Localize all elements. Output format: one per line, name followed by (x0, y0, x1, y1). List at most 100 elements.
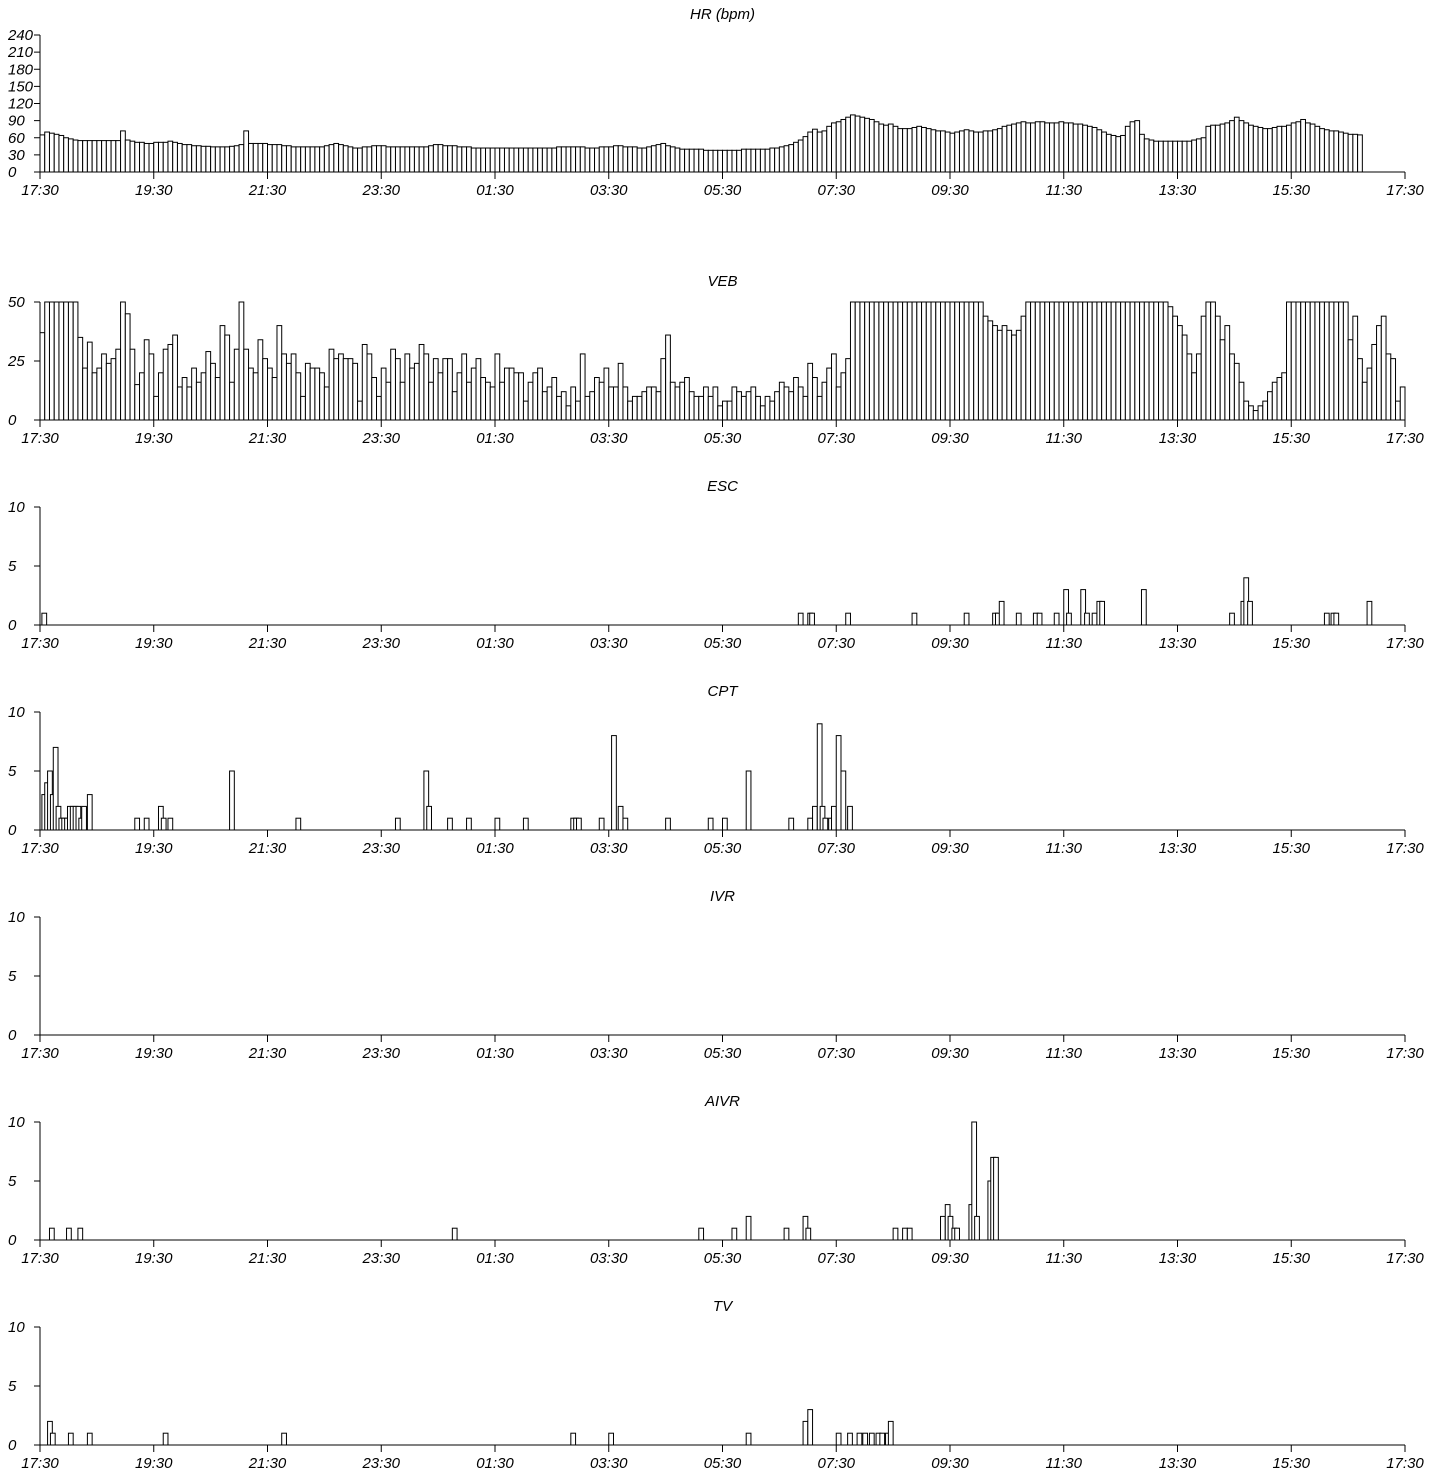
bar (456, 372, 463, 421)
bar (333, 142, 340, 173)
bar (394, 146, 401, 173)
y-tick-label: 5 (8, 1173, 17, 1190)
y-tick-label: 5 (8, 558, 17, 575)
bar (195, 145, 202, 173)
x-tick-label: 11:30 (1046, 1250, 1083, 1267)
bar (423, 146, 430, 173)
bar (81, 805, 87, 831)
bar (371, 145, 378, 173)
bar (1063, 301, 1069, 421)
bar (887, 301, 894, 421)
bar (925, 301, 932, 421)
bar (1342, 301, 1349, 421)
bar (835, 386, 842, 421)
bar (394, 817, 401, 831)
x-tick-label: 15:30 (1272, 182, 1310, 199)
bar (1214, 124, 1221, 173)
bar (157, 372, 164, 421)
bar (954, 131, 960, 173)
x-tick-label: 23:30 (361, 182, 400, 199)
bar (1243, 122, 1250, 173)
bar (992, 325, 998, 421)
bar (205, 145, 212, 173)
bar (1099, 600, 1106, 626)
bar (646, 146, 652, 173)
bar (508, 367, 515, 421)
bar (783, 1227, 790, 1241)
bar (973, 301, 979, 421)
bar (1219, 123, 1226, 173)
bar (1314, 125, 1321, 173)
bar (565, 146, 572, 173)
bar (1191, 372, 1197, 421)
y-tick-label: 90 (8, 113, 25, 130)
x-tick-label: 23:30 (361, 635, 400, 652)
bar (494, 353, 501, 421)
bar (1200, 315, 1207, 421)
bar (1143, 301, 1150, 421)
bar (513, 147, 520, 173)
bar (783, 145, 790, 173)
bar (868, 1432, 875, 1446)
bar (86, 341, 93, 421)
bar (793, 141, 799, 173)
bar (77, 336, 84, 421)
bar (442, 145, 449, 173)
bar (726, 149, 733, 173)
bar (1219, 339, 1226, 421)
bar (404, 146, 411, 173)
bar (883, 124, 889, 173)
bar (86, 140, 93, 173)
bar (499, 381, 505, 421)
bar (134, 141, 141, 173)
bar (612, 145, 619, 173)
bar (1039, 301, 1046, 421)
bar (1177, 140, 1183, 173)
bar (1338, 301, 1344, 421)
bar (518, 147, 524, 173)
bar (759, 405, 766, 421)
panel-esc: ESC 0 5 10 17:30 19:30 21:30 23:30 01:30 03:30 05:… (8, 478, 1424, 652)
bar (233, 145, 240, 173)
bar (219, 325, 226, 421)
bar (499, 147, 505, 173)
bar (854, 115, 861, 173)
bar (821, 130, 828, 173)
bar (167, 140, 174, 173)
bar (1172, 315, 1179, 421)
bar (1205, 301, 1212, 421)
bar (883, 301, 889, 421)
bar (807, 131, 814, 173)
bar (1281, 372, 1288, 421)
bar (167, 343, 174, 421)
bar (233, 348, 240, 421)
bar (993, 1156, 999, 1241)
bar (333, 358, 340, 421)
x-tick-label: 13:30 (1159, 182, 1197, 199)
bar (1200, 137, 1207, 173)
bar (854, 301, 861, 421)
bar (262, 358, 269, 421)
x-tick-label: 03:30 (590, 1045, 628, 1062)
bar (1025, 122, 1032, 173)
bar (537, 147, 543, 173)
bar (731, 1227, 738, 1241)
bar (267, 144, 273, 173)
x-tick-label: 23:30 (361, 1455, 400, 1472)
x-tick-label: 17:30 (21, 1250, 59, 1267)
bar (1238, 120, 1245, 173)
x-tick-label: 03:30 (590, 635, 628, 652)
bar (873, 121, 880, 173)
bar (1267, 391, 1273, 421)
bar (1276, 125, 1283, 173)
bar (935, 130, 942, 173)
bar (774, 391, 780, 421)
x-tick-label: 19:30 (135, 1045, 173, 1062)
y-tick-label: 50 (8, 294, 25, 311)
y-tick-label: 0 (8, 822, 17, 839)
bar (916, 125, 923, 173)
bar (1323, 301, 1330, 421)
x-tick-label: 01:30 (476, 635, 514, 652)
bar (361, 343, 368, 421)
